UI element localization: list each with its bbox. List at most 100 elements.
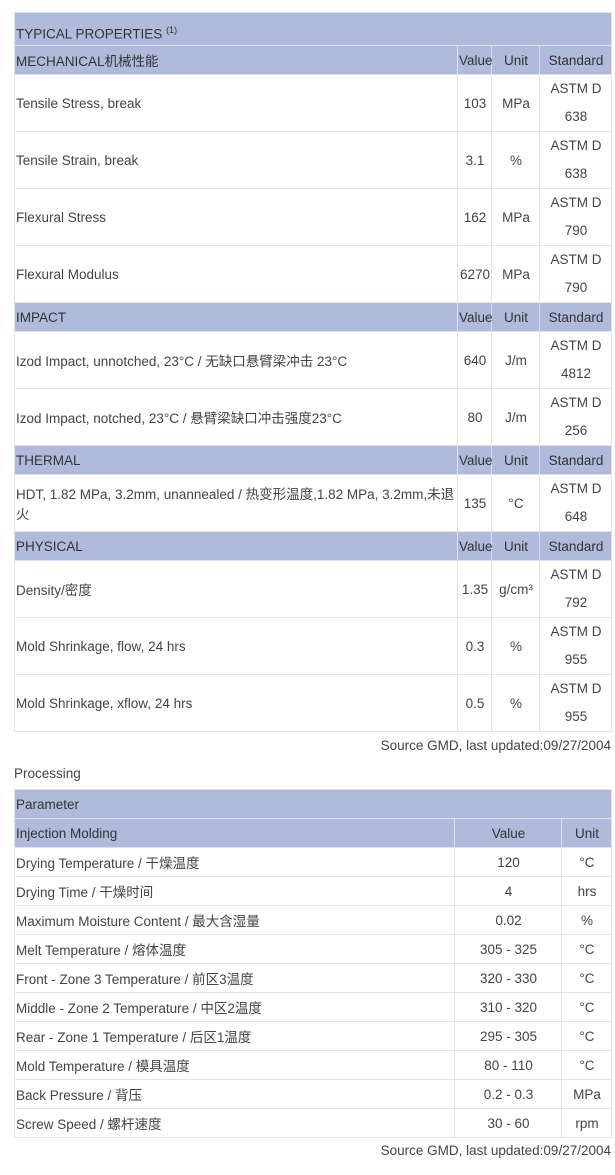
parameter-value: 295 - 305 <box>453 1021 562 1051</box>
parameter-value: 80 - 110 <box>453 1050 562 1080</box>
table-row: Middle - Zone 2 Temperature / 中区2温度 310 … <box>14 992 613 1022</box>
parameter-unit: hrs <box>560 876 613 906</box>
parameter-unit: °C <box>560 1050 613 1080</box>
table-row: Rear - Zone 1 Temperature / 后区1温度 295 - … <box>14 1021 613 1051</box>
property-standard: ASTM D 638 <box>539 74 612 132</box>
section-header-row: THERMAL Value Unit Standard <box>14 445 612 475</box>
property-standard: ASTM D 955 <box>539 617 612 675</box>
property-value: 103 <box>457 74 492 132</box>
table-row: Melt Temperature / 熔体温度 305 - 325 °C <box>14 934 613 964</box>
property-unit: J/m <box>491 388 540 446</box>
col-value: Value <box>457 531 493 561</box>
property-unit: MPa <box>491 188 540 246</box>
processing-title: Parameter <box>14 789 612 819</box>
property-standard: ASTM D 955 <box>539 674 612 732</box>
section-name: Injection Molding <box>14 818 455 848</box>
col-unit: Unit <box>491 45 540 75</box>
property-value: 1.35 <box>457 560 492 618</box>
table-row: Front - Zone 3 Temperature / 前区3温度 320 -… <box>14 963 613 993</box>
property-standard: ASTM D 790 <box>539 188 612 246</box>
property-unit: °C <box>491 474 540 532</box>
parameter-name: Rear - Zone 1 Temperature / 后区1温度 <box>14 1021 455 1051</box>
property-name: Flexural Modulus <box>14 245 458 303</box>
table-row: Back Pressure / 背压 0.2 - 0.3 MPa <box>14 1079 613 1109</box>
parameter-name: Drying Time / 干燥时间 <box>14 876 455 906</box>
property-name: HDT, 1.82 MPa, 3.2mm, unannealed / 热变形温度… <box>14 474 458 532</box>
col-unit: Unit <box>491 302 540 332</box>
parameter-unit: °C <box>560 934 613 964</box>
property-value: 0.3 <box>457 617 492 675</box>
parameter-value: 4 <box>453 876 562 906</box>
property-unit: MPa <box>491 74 540 132</box>
section-name: IMPACT <box>14 302 458 332</box>
col-value: Value <box>453 818 562 848</box>
property-unit: g/cm³ <box>491 560 540 618</box>
property-unit: % <box>491 131 540 189</box>
table-row: Tensile Strain, break 3.1 % ASTM D 638 <box>14 131 612 189</box>
property-standard: ASTM D 638 <box>539 131 612 189</box>
processing-table: Parameter Injection Molding Value Unit D… <box>14 789 613 1138</box>
col-unit: Unit <box>491 531 540 561</box>
parameter-unit: MPa <box>560 1079 613 1109</box>
col-standard: Standard <box>539 445 612 475</box>
section-name: MECHANICAL机械性能 <box>14 45 458 75</box>
table-title: TYPICAL PROPERTIES (1) <box>14 12 612 46</box>
processing-header-row: Injection Molding Value Unit <box>14 818 613 848</box>
parameter-unit: rpm <box>560 1108 613 1138</box>
property-standard: ASTM D 792 <box>539 560 612 618</box>
col-standard: Standard <box>539 531 612 561</box>
property-unit: % <box>491 674 540 732</box>
property-unit: % <box>491 617 540 675</box>
property-standard: ASTM D 648 <box>539 474 612 532</box>
table-row: HDT, 1.82 MPa, 3.2mm, unannealed / 热变形温度… <box>14 474 612 532</box>
table-row: Drying Temperature / 干燥温度 120 °C <box>14 847 613 877</box>
table-row: Screw Speed / 螺杆速度 30 - 60 rpm <box>14 1108 613 1138</box>
processing-heading: Processing <box>14 766 81 781</box>
parameter-unit: °C <box>560 992 613 1022</box>
property-value: 6270 <box>457 245 492 303</box>
property-value: 135 <box>457 474 492 532</box>
table-row: Maximum Moisture Content / 最大含湿量 0.02 % <box>14 905 613 935</box>
parameter-name: Screw Speed / 螺杆速度 <box>14 1108 455 1138</box>
section-header-row: MECHANICAL机械性能 Value Unit Standard <box>14 45 612 75</box>
processing-source: Source GMD, last updated:09/27/2004 <box>380 1143 611 1158</box>
parameter-name: Maximum Moisture Content / 最大含湿量 <box>14 905 455 935</box>
col-value: Value <box>457 45 493 75</box>
section-name: THERMAL <box>14 445 458 475</box>
section-name: PHYSICAL <box>14 531 458 561</box>
table-row: Flexural Modulus 6270 MPa ASTM D 790 <box>14 245 612 303</box>
section-header-row: IMPACT Value Unit Standard <box>14 302 612 332</box>
properties-source: Source GMD, last updated:09/27/2004 <box>380 738 611 753</box>
property-standard: ASTM D 256 <box>539 388 612 446</box>
col-unit: Unit <box>491 445 540 475</box>
property-name: Izod Impact, unnotched, 23°C / 无缺口悬臂梁冲击 … <box>14 331 458 389</box>
parameter-value: 305 - 325 <box>453 934 562 964</box>
col-value: Value <box>457 445 493 475</box>
parameter-value: 0.02 <box>453 905 562 935</box>
col-value: Value <box>457 302 493 332</box>
table-row: Tensile Stress, break 103 MPa ASTM D 638 <box>14 74 612 132</box>
property-name: Flexural Stress <box>14 188 458 246</box>
parameter-unit: °C <box>560 1021 613 1051</box>
parameter-unit: °C <box>560 963 613 993</box>
table-row: Mold Shrinkage, xflow, 24 hrs 0.5 % ASTM… <box>14 674 612 732</box>
table-row: Density/密度 1.35 g/cm³ ASTM D 792 <box>14 560 612 618</box>
table-row: Flexural Stress 162 MPa ASTM D 790 <box>14 188 612 246</box>
col-standard: Standard <box>539 302 612 332</box>
col-standard: Standard <box>539 45 612 75</box>
parameter-name: Middle - Zone 2 Temperature / 中区2温度 <box>14 992 455 1022</box>
parameter-value: 120 <box>453 847 562 877</box>
parameter-value: 310 - 320 <box>453 992 562 1022</box>
parameter-name: Back Pressure / 背压 <box>14 1079 455 1109</box>
section-header-row: PHYSICAL Value Unit Standard <box>14 531 612 561</box>
typical-properties-table: TYPICAL PROPERTIES (1) MECHANICAL机械性能 Va… <box>14 12 612 732</box>
parameter-unit: °C <box>560 847 613 877</box>
property-unit: MPa <box>491 245 540 303</box>
parameter-unit: % <box>560 905 613 935</box>
property-value: 80 <box>457 388 492 446</box>
property-value: 162 <box>457 188 492 246</box>
col-unit: Unit <box>560 818 613 848</box>
property-name: Tensile Stress, break <box>14 74 458 132</box>
property-name: Density/密度 <box>14 560 458 618</box>
parameter-name: Front - Zone 3 Temperature / 前区3温度 <box>14 963 455 993</box>
